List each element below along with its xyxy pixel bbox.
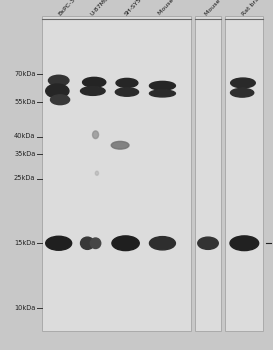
Text: Rat brain: Rat brain: [241, 0, 264, 16]
Text: BxPC-3: BxPC-3: [58, 0, 77, 16]
Ellipse shape: [81, 87, 105, 95]
Text: 40kDa: 40kDa: [14, 133, 35, 140]
Ellipse shape: [198, 237, 218, 249]
Text: Mouse brain: Mouse brain: [204, 0, 234, 16]
Ellipse shape: [150, 237, 175, 250]
Ellipse shape: [95, 171, 99, 175]
Text: Mouse spleen: Mouse spleen: [158, 0, 191, 16]
Ellipse shape: [51, 95, 70, 105]
Ellipse shape: [150, 82, 175, 90]
Text: 55kDa: 55kDa: [14, 98, 35, 105]
Ellipse shape: [49, 75, 69, 86]
Bar: [225, 16, 263, 331]
Ellipse shape: [150, 90, 175, 97]
Ellipse shape: [93, 131, 99, 139]
Bar: [42, 16, 191, 331]
Ellipse shape: [115, 88, 139, 96]
Text: 35kDa: 35kDa: [14, 151, 35, 157]
Bar: [195, 16, 221, 331]
Text: 70kDa: 70kDa: [14, 70, 35, 77]
Text: U-87MG: U-87MG: [89, 0, 110, 16]
Text: VIP: VIP: [272, 239, 273, 248]
Text: SH-SY5Y: SH-SY5Y: [123, 0, 145, 16]
Ellipse shape: [81, 237, 94, 249]
Text: 10kDa: 10kDa: [14, 305, 35, 311]
Ellipse shape: [111, 141, 129, 149]
Text: 25kDa: 25kDa: [14, 175, 35, 182]
Ellipse shape: [90, 238, 101, 248]
Ellipse shape: [230, 88, 254, 97]
Ellipse shape: [112, 236, 139, 251]
Ellipse shape: [231, 78, 255, 88]
Ellipse shape: [46, 236, 72, 250]
Ellipse shape: [46, 84, 69, 98]
Ellipse shape: [116, 78, 138, 88]
Ellipse shape: [82, 77, 106, 87]
Ellipse shape: [230, 236, 259, 251]
Text: 15kDa: 15kDa: [14, 240, 35, 246]
